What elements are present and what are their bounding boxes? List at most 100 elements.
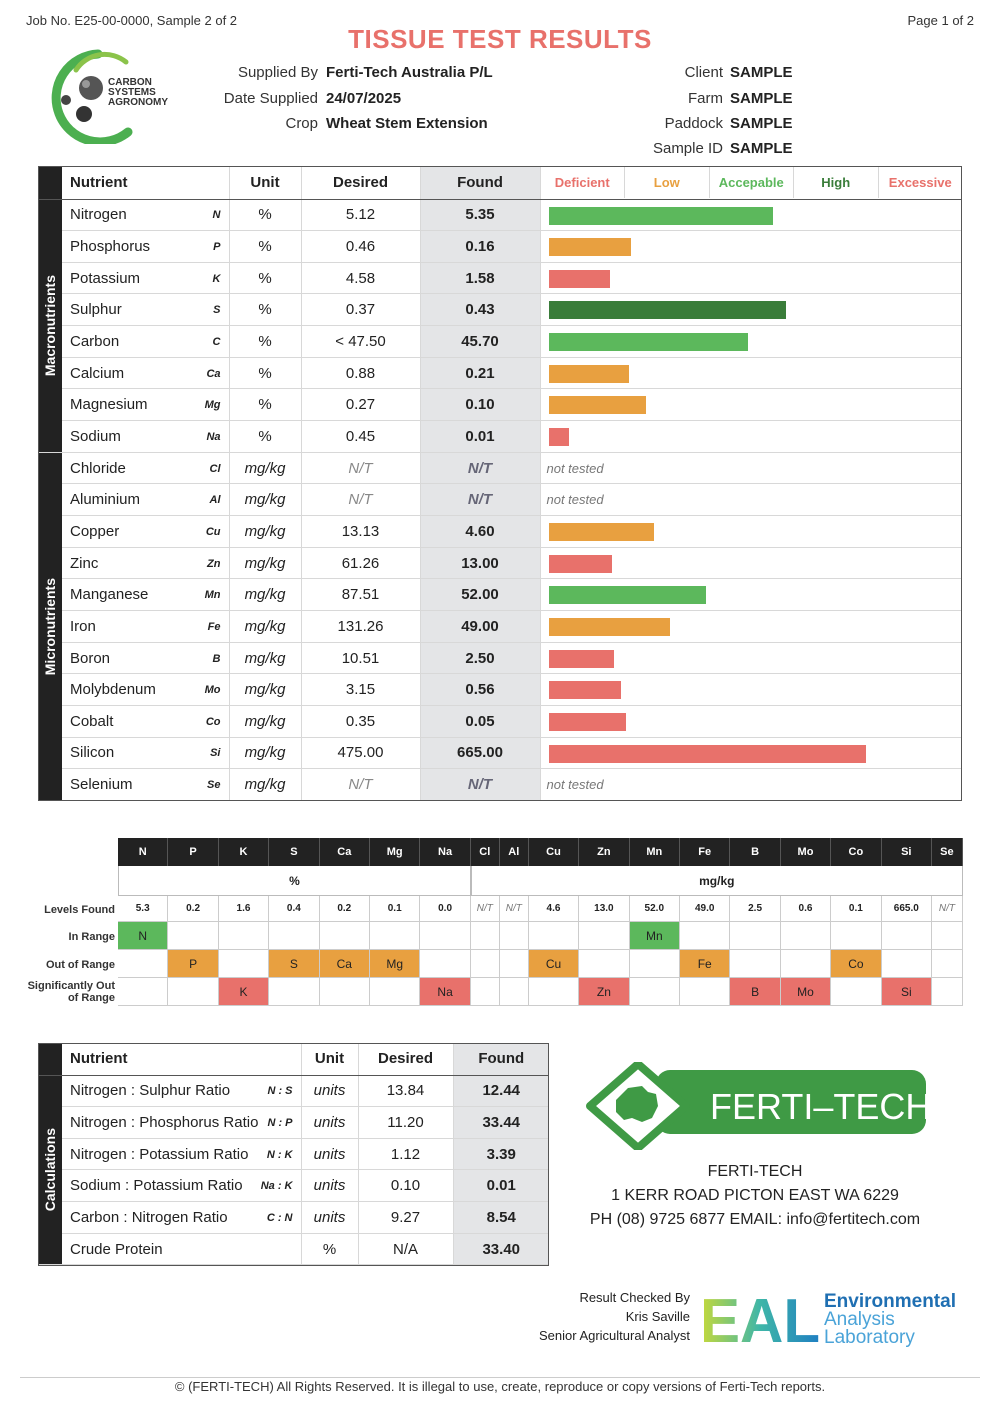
nutrient-name: Molybdenum Mo	[62, 673, 230, 706]
summary-col-header: Zn	[579, 838, 630, 866]
summary-col-header: Mn	[629, 838, 680, 866]
nutrient-range-cell: not tested	[540, 768, 962, 801]
date-supplied-label: Date Supplied	[223, 90, 318, 107]
summary-range-cell	[831, 978, 882, 1006]
crop-value: Wheat Stem Extension	[326, 115, 488, 132]
eal-logo: EAL Environmental Analysis Laboratory	[700, 1290, 956, 1350]
nutrient-row: Magnesium Mg% 0.27 0.10	[38, 388, 962, 422]
nutrient-found: 5.35	[420, 199, 541, 232]
calc-found: 33.44	[453, 1106, 549, 1139]
summary-range-cell	[420, 922, 471, 950]
nutrient-found: 49.00	[420, 610, 541, 643]
nutrient-row: Potassium K% 4.58 1.58	[38, 262, 962, 295]
summary-range-cell: N	[118, 922, 169, 950]
ferti-tech-wordmark: FERTI–TECH	[710, 1086, 928, 1127]
client-label: Client	[684, 64, 723, 81]
nutrient-found: 665.00	[420, 737, 541, 770]
calc-unit: %	[301, 1233, 359, 1266]
calc-name: Crude Protein	[62, 1233, 302, 1266]
nutrient-range-cell	[540, 642, 962, 675]
nutrient-desired: N/T	[301, 483, 421, 517]
summary-range-cell	[579, 950, 630, 978]
summary-range-cell: Co	[831, 950, 882, 978]
calc-col-unit: Unit	[301, 1043, 359, 1076]
nutrient-row: Micronutrients Chloride Cl mg/kg N/T N/T not t…	[38, 451, 962, 801]
group-label: Micronutrients	[38, 451, 62, 801]
nutrient-level-bar	[548, 396, 647, 415]
nutrient-name: Potassium K	[62, 262, 230, 295]
summary-level-cell: 665.0	[881, 896, 932, 922]
summary-range-cell: Mn	[629, 922, 680, 950]
col-desired: Desired	[301, 166, 421, 200]
nutrient-symbol: Cl	[209, 462, 221, 475]
ferti-tech-logo: FERTI–TECH	[586, 1062, 928, 1150]
farm-value: SAMPLE	[730, 90, 793, 107]
summary-range-cell	[881, 950, 932, 978]
nutrient-range-cell	[540, 388, 962, 422]
summary-range-cell	[831, 922, 882, 950]
col-unit: Unit	[229, 166, 302, 200]
not-tested-text: not tested	[546, 460, 604, 476]
summary-range-cell	[269, 922, 320, 950]
nutrient-symbol: Se	[207, 779, 221, 792]
summary-range-cell	[470, 978, 500, 1006]
summary-level-cell: 1.6	[218, 896, 270, 922]
summary-col-header: Mo	[780, 838, 832, 866]
nutrient-found: 0.43	[420, 293, 541, 327]
levels-found-label: Levels Found	[44, 904, 115, 916]
nutrient-symbol: Mo	[204, 684, 221, 697]
summary-range-cell: B	[730, 978, 781, 1006]
nutrient-range-cell	[540, 737, 962, 770]
calculations-table: Nutrient Unit Desired Found Calculations…	[38, 1043, 549, 1266]
summary-range-cell: S	[269, 950, 320, 978]
summary-range-cell: Zn	[579, 978, 630, 1006]
summary-range-cell: K	[218, 978, 270, 1006]
supplied-by-label: Supplied By	[237, 64, 318, 81]
summary-range-cell	[168, 978, 219, 1006]
nutrient-name: Sulphur S	[62, 293, 230, 327]
nutrient-name: Silicon Si	[62, 737, 230, 770]
nutrient-unit: %	[229, 230, 302, 263]
nutrient-symbol: Na	[206, 430, 221, 443]
calc-col-nutrient: Nutrient	[62, 1043, 302, 1076]
calc-found: 12.44	[453, 1075, 549, 1108]
nutrient-desired: 4.58	[301, 262, 421, 295]
summary-range-cell	[499, 978, 529, 1006]
nutrient-found: 0.21	[420, 357, 541, 390]
logo-wordmark: CARBON SYSTEMS AGRONOMY	[108, 77, 168, 108]
summary-range-cell	[528, 978, 580, 1006]
nutrient-symbol: P	[213, 240, 221, 253]
calc-symbol: N : P	[267, 1116, 293, 1129]
nutrient-found: 0.16	[420, 230, 541, 263]
nutrient-range-cell: not tested	[540, 483, 962, 517]
summary-range-cell	[629, 950, 680, 978]
nutrient-range-cell	[540, 262, 962, 295]
not-tested-text: not tested	[546, 777, 604, 793]
legend-high: High	[794, 166, 879, 198]
summary-unit-mgkg: mg/kg	[470, 866, 963, 896]
nutrient-unit: mg/kg	[229, 515, 302, 548]
summary-col-header: S	[269, 838, 320, 866]
nutrient-range-cell	[540, 199, 962, 232]
calc-found: 33.40	[453, 1233, 549, 1266]
nutrient-level-bar	[548, 301, 787, 320]
nutrient-found: 0.05	[420, 705, 541, 738]
nutrient-unit: mg/kg	[229, 483, 302, 517]
summary-col-header: Na	[420, 838, 471, 866]
summary-range-cell	[319, 922, 370, 950]
calc-desired: 0.10	[358, 1169, 454, 1203]
nutrient-symbol: Ca	[206, 367, 221, 380]
summary-range-cell: Cu	[528, 950, 580, 978]
calc-found: 3.39	[453, 1138, 549, 1171]
nutrient-name: Manganese Mn	[62, 578, 230, 612]
nutrient-unit: mg/kg	[229, 705, 302, 738]
summary-range-cell	[470, 922, 500, 950]
nutrient-unit: mg/kg	[229, 642, 302, 675]
calc-name: Nitrogen : Sulphur Ratio N : S	[62, 1075, 302, 1108]
legend-low: Low	[625, 166, 710, 198]
summary-range-cell	[269, 978, 320, 1006]
nutrient-range-cell	[540, 293, 962, 327]
nutrient-unit: %	[229, 293, 302, 327]
page-title: TISSUE TEST RESULTS	[348, 24, 652, 54]
svg-text:Analysis: Analysis	[824, 1309, 895, 1330]
